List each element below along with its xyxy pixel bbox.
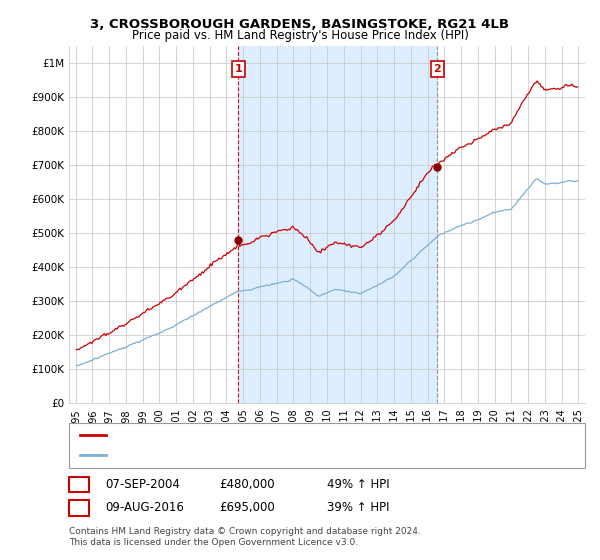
Text: 2: 2 [74, 501, 83, 515]
Text: 39% ↑ HPI: 39% ↑ HPI [327, 501, 389, 515]
Text: This data is licensed under the Open Government Licence v3.0.: This data is licensed under the Open Gov… [69, 538, 358, 547]
Text: 1: 1 [74, 478, 83, 491]
Text: 09-AUG-2016: 09-AUG-2016 [105, 501, 184, 515]
Bar [238, 46, 437, 403]
Text: £695,000: £695,000 [219, 501, 275, 515]
Text: 07-SEP-2004: 07-SEP-2004 [105, 478, 180, 491]
Text: HPI: Average price, detached house, Basingstoke and Deane: HPI: Average price, detached house, Basi… [113, 450, 429, 460]
Text: 3, CROSSBOROUGH GARDENS, BASINGSTOKE, RG21 4LB: 3, CROSSBOROUGH GARDENS, BASINGSTOKE, RG… [91, 18, 509, 31]
Text: 2: 2 [433, 64, 441, 74]
Text: Price paid vs. HM Land Registry's House Price Index (HPI): Price paid vs. HM Land Registry's House … [131, 29, 469, 42]
Text: 3, CROSSBOROUGH GARDENS, BASINGSTOKE, RG21 4LB (detached house): 3, CROSSBOROUGH GARDENS, BASINGSTOKE, RG… [113, 430, 504, 440]
Text: £480,000: £480,000 [219, 478, 275, 491]
Text: Contains HM Land Registry data © Crown copyright and database right 2024.: Contains HM Land Registry data © Crown c… [69, 528, 421, 536]
Text: 1: 1 [235, 64, 242, 74]
Text: 49% ↑ HPI: 49% ↑ HPI [327, 478, 389, 491]
